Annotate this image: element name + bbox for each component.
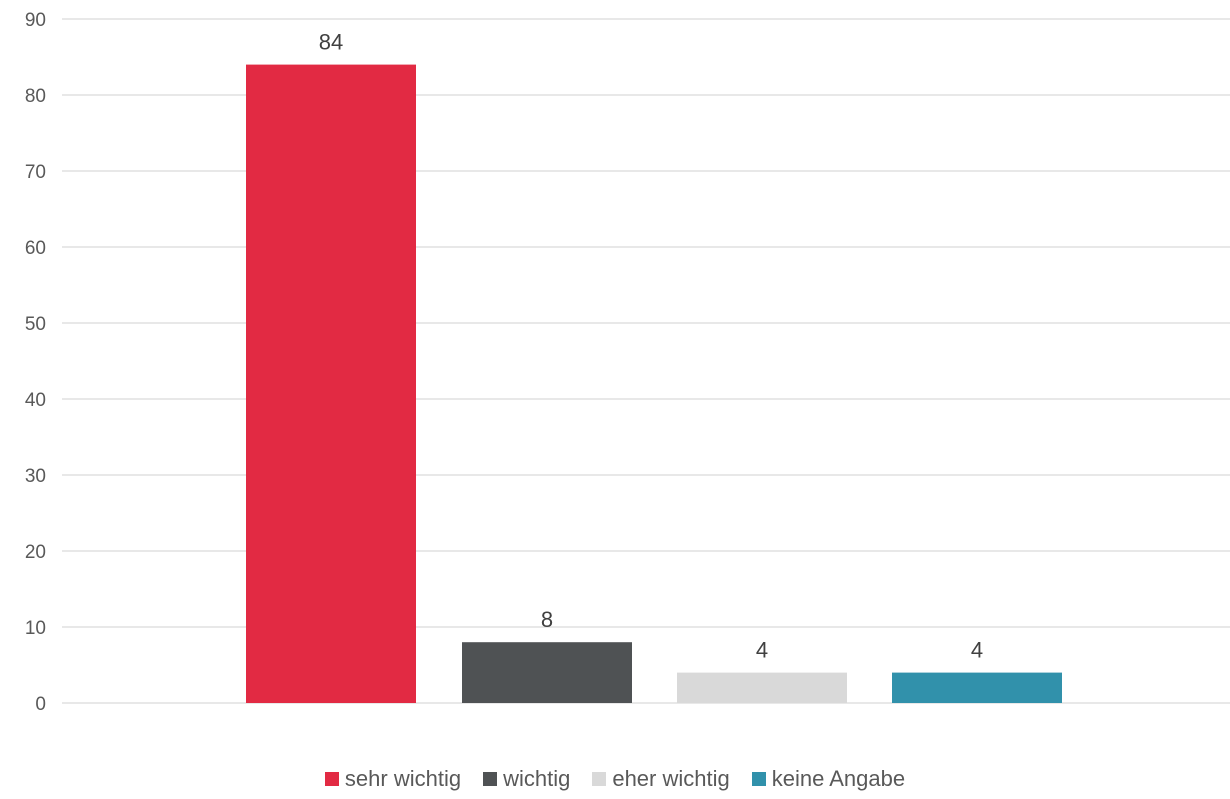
y-tick-label: 40 bbox=[25, 390, 46, 411]
legend-item-eher-wichtig: eher wichtig bbox=[592, 766, 730, 792]
y-tick-label: 90 bbox=[25, 10, 46, 31]
bar-wichtig bbox=[462, 642, 632, 703]
y-tick-label: 80 bbox=[25, 86, 46, 107]
legend-label: sehr wichtig bbox=[344, 766, 462, 791]
legend-swatch bbox=[592, 772, 607, 786]
y-tick-label: 10 bbox=[25, 618, 46, 639]
bar-sehr-wichtig bbox=[246, 64, 416, 704]
legend: sehr wichtig wichtig eher wichtig keine … bbox=[0, 766, 1230, 792]
legend-label: wichtig bbox=[503, 766, 571, 791]
legend-swatch bbox=[324, 772, 339, 786]
data-label: 8 bbox=[541, 607, 553, 632]
y-tick-label: 0 bbox=[35, 694, 46, 715]
legend-label: keine Angabe bbox=[771, 766, 906, 791]
y-tick-label: 70 bbox=[25, 162, 46, 183]
legend-item-keine-angabe: keine Angabe bbox=[751, 766, 906, 792]
y-tick-label: 60 bbox=[25, 238, 46, 259]
y-tick-label: 50 bbox=[25, 314, 46, 335]
y-tick-label: 30 bbox=[25, 466, 46, 487]
bar-keine-angabe bbox=[892, 672, 1062, 703]
y-tick-label: 20 bbox=[25, 542, 46, 563]
legend-swatch bbox=[483, 772, 498, 786]
legend-item-wichtig: wichtig bbox=[483, 766, 570, 792]
bar-eher-wichtig bbox=[677, 672, 847, 703]
data-label: 84 bbox=[319, 30, 343, 55]
data-label: 4 bbox=[971, 638, 983, 663]
data-label: 4 bbox=[756, 638, 768, 663]
legend-label: eher wichtig bbox=[612, 766, 730, 791]
legend-swatch bbox=[751, 772, 766, 786]
legend-item-sehr-wichtig: sehr wichtig bbox=[324, 766, 462, 792]
